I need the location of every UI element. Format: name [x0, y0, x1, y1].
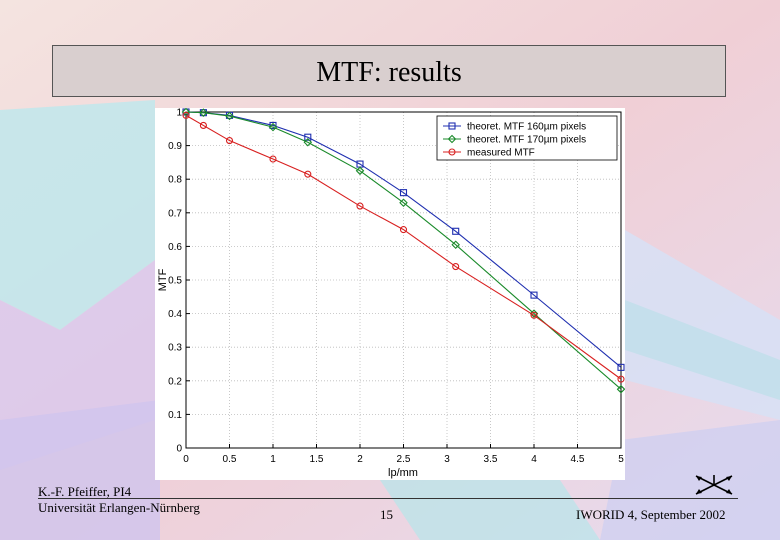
y-tick-label: 0	[176, 444, 182, 455]
conference-name: IWORID 4, September 2002	[576, 507, 725, 523]
x-axis-label: lp/mm	[388, 467, 418, 479]
y-tick-label: 0.9	[168, 141, 182, 152]
legend-label: measured MTF	[467, 148, 535, 159]
chart-ticks: 0 0.5 1 1.5 2 2.5 3 3.5 4 4.5 5 0 0.1 0.2 0.3 0.4 0.5 0.6…	[168, 108, 624, 465]
x-tick-label: 0	[183, 454, 189, 465]
page-number: 15	[380, 507, 393, 523]
x-tick-label: 2	[357, 454, 363, 465]
x-tick-label: 1.5	[310, 454, 324, 465]
y-tick-label: 0.3	[168, 343, 182, 354]
x-tick-label: 4.5	[571, 454, 585, 465]
title-box: MTF: results	[52, 45, 726, 97]
x-tick-label: 5	[618, 454, 624, 465]
y-tick-label: 0.2	[168, 376, 182, 387]
x-tick-label: 3.5	[484, 454, 498, 465]
y-tick-label: 0.8	[168, 175, 182, 186]
y-tick-label: 1	[176, 108, 182, 119]
x-tick-label: 4	[531, 454, 537, 465]
y-tick-label: 0.4	[168, 309, 182, 320]
y-tick-label: 0.6	[168, 242, 182, 253]
x-tick-label: 3	[444, 454, 450, 465]
y-axis-label: MTF	[157, 268, 169, 291]
institution-name: Universität Erlangen-Nürnberg	[38, 500, 200, 516]
y-tick-label: 0.1	[168, 410, 182, 421]
mtf-chart: 0 0.5 1 1.5 2 2.5 3 3.5 4 4.5 5 0 0.1 0.2 0.3 0.4 0.5 0.6…	[155, 108, 625, 480]
slide-title: MTF: results	[316, 53, 461, 89]
y-tick-label: 0.5	[168, 276, 182, 287]
chart-legend: theoret. MTF 160µm pixels theoret. MTF 17…	[437, 116, 617, 160]
x-tick-label: 1	[270, 454, 276, 465]
legend-label: theoret. MTF 160µm pixels	[467, 122, 586, 133]
crossed-arrows-logo-icon	[692, 473, 736, 497]
x-tick-label: 2.5	[397, 454, 411, 465]
y-tick-label: 0.7	[168, 208, 182, 219]
x-tick-label: 0.5	[223, 454, 237, 465]
legend-label: theoret. MTF 170µm pixels	[467, 135, 586, 146]
footer-author-block: K.-F. Pfeiffer, PI4 Universität Erlangen…	[38, 484, 200, 516]
footer-divider	[38, 498, 738, 499]
chart-grid	[186, 112, 621, 448]
